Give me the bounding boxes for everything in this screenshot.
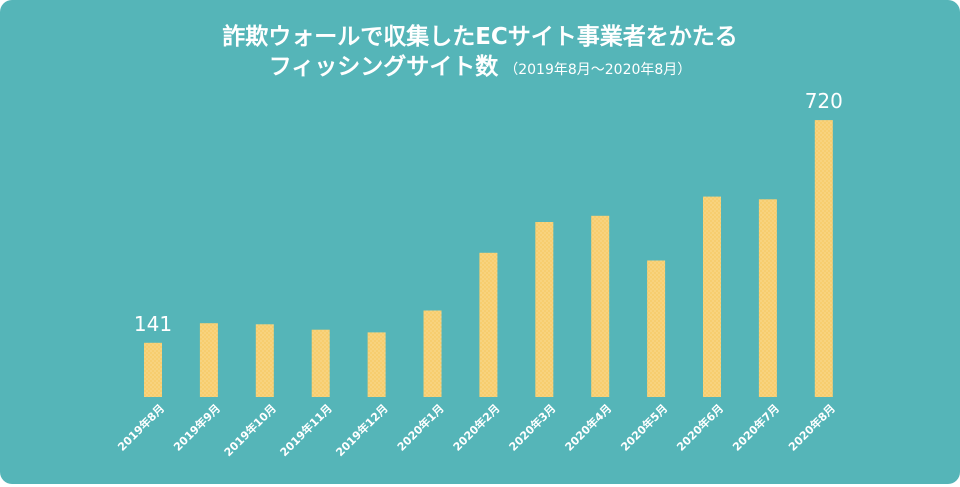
title-main: フィッシングサイト数 <box>268 54 499 80</box>
bars-group <box>144 120 833 397</box>
x-tick-label: 2020年2月 <box>450 401 503 454</box>
title-line-2: フィッシングサイト数 （2019年8月～2020年8月） <box>0 52 960 85</box>
x-tick-label: 2020年1月 <box>394 401 447 454</box>
bar-2020年6月 <box>703 196 721 397</box>
x-tick-label: 2020年8月 <box>785 401 838 454</box>
data-labels-group: 141 720 <box>134 89 843 336</box>
x-tick-label: 2020年5月 <box>618 401 671 454</box>
data-label: 141 <box>134 312 172 336</box>
title-line-1: 詐欺ウォールで収集したECサイト事業者をかたる <box>222 24 738 50</box>
x-tick-label: 2019年9月 <box>170 401 223 454</box>
data-label: 720 <box>805 89 843 113</box>
x-tick-label: 2020年6月 <box>674 401 727 454</box>
bar-2020年7月 <box>758 199 777 397</box>
x-tick-label: 2020年7月 <box>729 401 782 454</box>
bar-2019年8月 <box>144 342 162 397</box>
x-tick-label: 2019年12月 <box>333 401 391 459</box>
bar-2019年11月 <box>311 329 330 397</box>
bar-2020年5月 <box>647 260 666 397</box>
x-tick-label: 2020年4月 <box>562 401 615 454</box>
bar-2019年10月 <box>255 324 274 397</box>
bar-2019年12月 <box>367 332 386 397</box>
bar-2020年1月 <box>423 310 442 397</box>
bar-2020年8月 <box>814 120 833 397</box>
x-tick-label: 2019年10月 <box>221 401 279 459</box>
title-period: （2019年8月～2020年8月） <box>504 62 692 78</box>
bar-2020年2月 <box>479 252 498 397</box>
bar-2019年9月 <box>199 323 218 397</box>
x-tick-label: 2019年11月 <box>277 401 335 459</box>
bar-2020年4月 <box>591 215 610 397</box>
chart-title: 詐欺ウォールで収集したECサイト事業者をかたる フィッシングサイト数 （2019年… <box>0 22 960 85</box>
x-tick-label: 2020年3月 <box>506 401 559 454</box>
x-tick-label: 2019年8月 <box>115 401 168 454</box>
bar-2020年3月 <box>535 222 554 397</box>
